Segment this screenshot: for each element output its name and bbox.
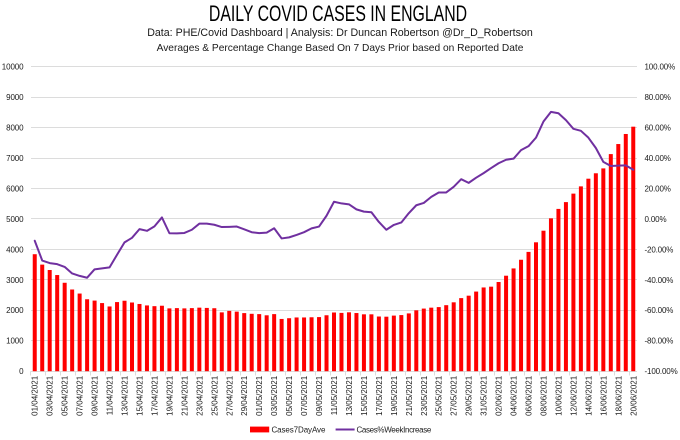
svg-text:4000: 4000 xyxy=(6,245,24,254)
svg-text:09/05/2021: 09/05/2021 xyxy=(315,375,324,416)
svg-text:05/05/2021: 05/05/2021 xyxy=(285,375,294,416)
svg-text:29/05/2021: 29/05/2021 xyxy=(465,375,474,416)
svg-text:11/05/2021: 11/05/2021 xyxy=(330,375,339,415)
svg-text:01/05/2021: 01/05/2021 xyxy=(255,375,264,416)
svg-text:Cases%WeekIncrease: Cases%WeekIncrease xyxy=(357,425,432,434)
svg-text:-100.00%: -100.00% xyxy=(645,367,678,376)
svg-text:100.00%: 100.00% xyxy=(645,63,676,72)
svg-text:17/05/2021: 17/05/2021 xyxy=(375,375,384,416)
svg-text:14/06/2021: 14/06/2021 xyxy=(584,375,593,416)
svg-text:40.00%: 40.00% xyxy=(645,154,671,163)
svg-text:07/05/2021: 07/05/2021 xyxy=(300,375,309,416)
svg-text:15/05/2021: 15/05/2021 xyxy=(360,375,369,416)
svg-text:07/04/2021: 07/04/2021 xyxy=(76,375,85,416)
svg-text:11/04/2021: 11/04/2021 xyxy=(106,375,115,415)
svg-text:1000: 1000 xyxy=(6,337,24,346)
svg-text:21/05/2021: 21/05/2021 xyxy=(405,375,414,416)
svg-text:08/06/2021: 08/06/2021 xyxy=(539,375,548,416)
svg-text:09/04/2021: 09/04/2021 xyxy=(91,375,100,416)
svg-text:06/06/2021: 06/06/2021 xyxy=(525,375,534,416)
svg-text:-60.00%: -60.00% xyxy=(645,306,674,315)
svg-text:23/04/2021: 23/04/2021 xyxy=(195,375,204,416)
svg-text:03/04/2021: 03/04/2021 xyxy=(46,375,55,416)
svg-text:16/06/2021: 16/06/2021 xyxy=(599,375,608,416)
svg-text:10/06/2021: 10/06/2021 xyxy=(554,375,563,416)
svg-text:-80.00%: -80.00% xyxy=(645,337,674,346)
svg-text:19/04/2021: 19/04/2021 xyxy=(165,375,174,416)
svg-text:02/06/2021: 02/06/2021 xyxy=(495,375,504,416)
svg-text:5000: 5000 xyxy=(6,215,24,224)
svg-text:17/04/2021: 17/04/2021 xyxy=(150,375,159,416)
svg-text:20/06/2021: 20/06/2021 xyxy=(629,375,638,416)
svg-text:20.00%: 20.00% xyxy=(645,184,671,193)
svg-text:3000: 3000 xyxy=(6,276,24,285)
svg-text:18/06/2021: 18/06/2021 xyxy=(614,375,623,416)
svg-text:05/04/2021: 05/04/2021 xyxy=(61,375,70,416)
svg-text:13/04/2021: 13/04/2021 xyxy=(121,375,130,416)
svg-text:25/05/2021: 25/05/2021 xyxy=(435,375,444,416)
svg-text:7000: 7000 xyxy=(6,154,24,163)
svg-text:23/05/2021: 23/05/2021 xyxy=(420,375,429,416)
svg-text:-40.00%: -40.00% xyxy=(645,276,674,285)
svg-text:9000: 9000 xyxy=(6,93,24,102)
svg-text:27/05/2021: 27/05/2021 xyxy=(450,375,459,416)
svg-text:-20.00%: -20.00% xyxy=(645,245,674,254)
svg-text:0.00%: 0.00% xyxy=(645,215,667,224)
svg-text:27/04/2021: 27/04/2021 xyxy=(225,375,234,416)
svg-text:8000: 8000 xyxy=(6,124,24,133)
svg-text:2000: 2000 xyxy=(6,306,24,315)
svg-text:10000: 10000 xyxy=(2,63,24,72)
svg-text:15/04/2021: 15/04/2021 xyxy=(135,375,144,416)
svg-text:21/04/2021: 21/04/2021 xyxy=(180,375,189,416)
svg-text:60.00%: 60.00% xyxy=(645,124,671,133)
svg-text:Cases7DayAve: Cases7DayAve xyxy=(272,425,326,434)
svg-text:6000: 6000 xyxy=(6,184,24,193)
svg-text:31/05/2021: 31/05/2021 xyxy=(480,375,489,416)
svg-text:19/05/2021: 19/05/2021 xyxy=(390,375,399,416)
svg-text:03/05/2021: 03/05/2021 xyxy=(270,375,279,416)
svg-text:0: 0 xyxy=(19,367,24,376)
svg-text:01/04/2021: 01/04/2021 xyxy=(31,375,40,416)
svg-text:25/04/2021: 25/04/2021 xyxy=(210,375,219,416)
svg-text:80.00%: 80.00% xyxy=(645,93,671,102)
svg-text:29/04/2021: 29/04/2021 xyxy=(240,375,249,416)
svg-text:13/05/2021: 13/05/2021 xyxy=(345,375,354,416)
svg-text:04/06/2021: 04/06/2021 xyxy=(510,375,519,416)
svg-text:12/06/2021: 12/06/2021 xyxy=(569,375,578,416)
